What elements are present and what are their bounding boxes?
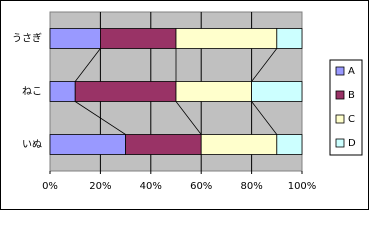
x-tick-label: 100%: [288, 181, 317, 192]
legend-swatch: [335, 138, 345, 148]
bar-segment: [49, 81, 76, 102]
bar-segment: [125, 134, 202, 155]
series-line: [175, 101, 202, 135]
bar-segment: [49, 134, 126, 155]
bar-segment: [251, 81, 303, 102]
x-tick-label: 80%: [240, 181, 262, 192]
bar-segment: [49, 28, 101, 49]
legend-label: A: [348, 66, 355, 77]
series-line: [74, 101, 126, 135]
bar-segment: [74, 81, 177, 102]
bar-segment: [100, 28, 177, 49]
series-line: [251, 101, 278, 135]
bar-segment: [276, 134, 303, 155]
x-tick-label: 0%: [42, 181, 58, 192]
legend-swatch: [335, 66, 345, 76]
legend-swatch: [335, 114, 345, 124]
legend-box: [329, 59, 363, 156]
legend-label: B: [348, 90, 355, 101]
bar-segment: [200, 134, 278, 155]
legend-swatch: [335, 90, 345, 100]
x-tick-label: 20%: [89, 181, 111, 192]
bar-segment: [175, 28, 278, 49]
x-tick-label: 40%: [140, 181, 162, 192]
bar-segment: [175, 81, 252, 102]
y-tick-label: ねこ: [22, 86, 42, 98]
y-tick-label: うさぎ: [12, 32, 42, 45]
series-line: [74, 48, 101, 82]
y-tick-label: いぬ: [22, 139, 42, 151]
legend-label: D: [348, 138, 356, 149]
bar-segment: [276, 28, 303, 49]
legend-label: C: [348, 114, 355, 125]
series-line: [251, 48, 278, 82]
x-tick-label: 60%: [190, 181, 212, 192]
